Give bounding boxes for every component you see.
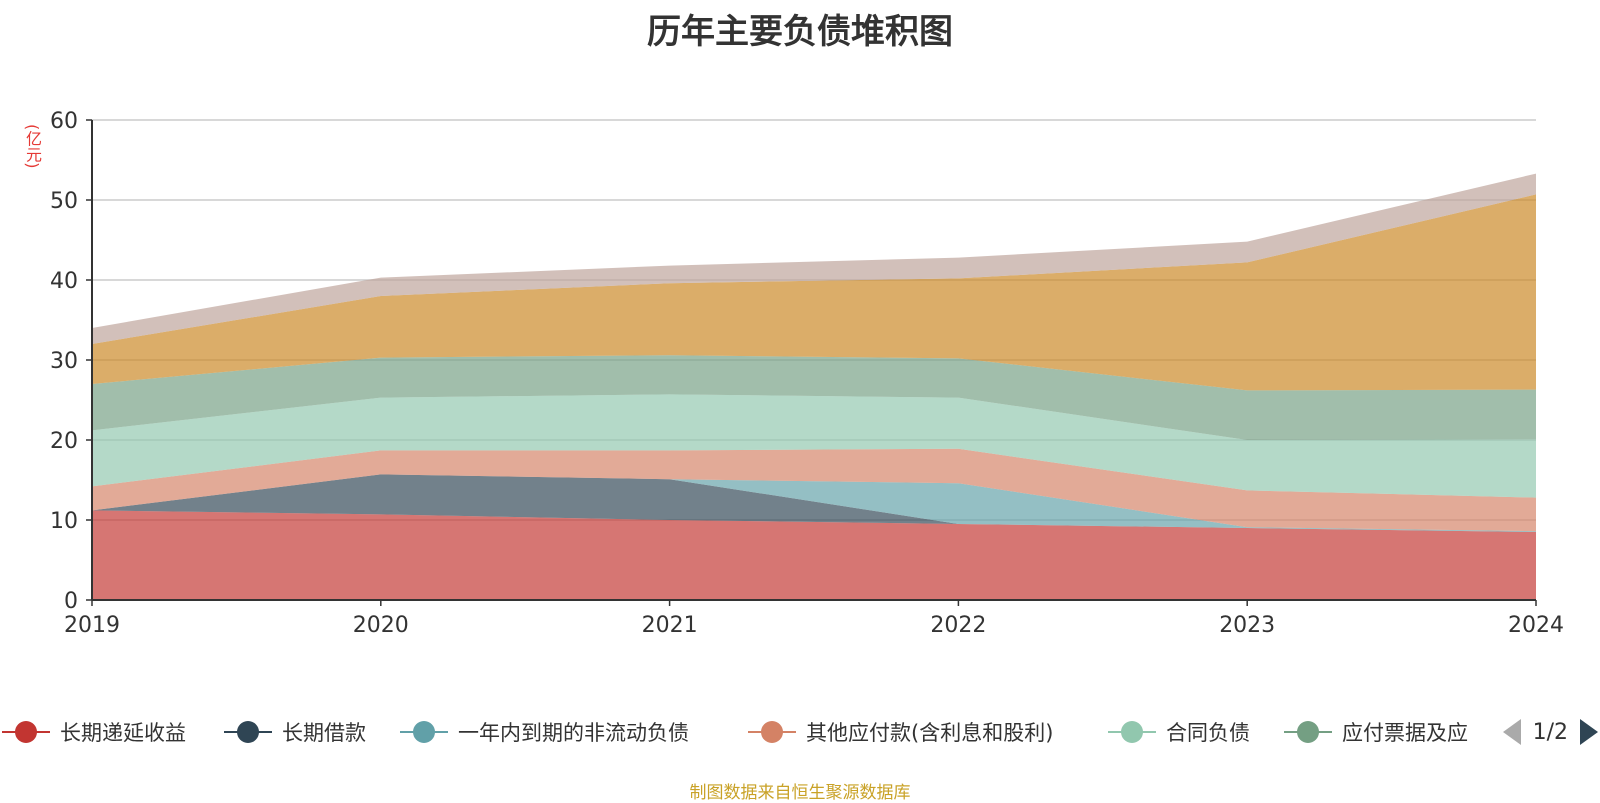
legend-item-2[interactable]: 一年内到期的非流动负债: [400, 716, 689, 748]
axes: 0 10 20 30 40 50 60 2019 2020 2021 2022 2023 2024: [50, 109, 1564, 638]
y-tick-label: 50: [50, 189, 78, 214]
legend-page-indicator: 1/2: [1532, 719, 1568, 745]
legend-label: 长期递延收益: [60, 721, 186, 745]
x-tick-label: 2021: [642, 613, 698, 638]
x-tick-label: 2020: [353, 613, 409, 638]
legend-item-5[interactable]: 应付票据及应: [1284, 716, 1468, 748]
y-axis-unit: (亿元): [23, 124, 42, 169]
y-tick-label: 30: [50, 349, 78, 374]
x-tick-label: 2022: [930, 613, 986, 638]
area-series-2: [92, 474, 1536, 532]
y-tick-label: 10: [50, 509, 78, 534]
legend-item-0[interactable]: 长期递延收益: [2, 716, 186, 748]
source-note: 制图数据来自恒生聚源数据库: [689, 783, 911, 803]
x-tick-label: 2024: [1508, 613, 1564, 638]
area-series-7: [92, 194, 1536, 391]
legend-pager: 1/2: [1502, 716, 1598, 748]
legend-label: 应付票据及应: [1342, 721, 1468, 745]
area-series-4: [92, 448, 1536, 532]
legend: 长期递延收益 长期借款 一年内到期的非流动负债 其他应付款(含利息和股利) 合同…: [0, 716, 1600, 752]
legend-symbol-icon: [748, 718, 796, 746]
legend-item-1[interactable]: 长期借款: [224, 716, 366, 748]
legend-symbol-icon: [1108, 718, 1156, 746]
y-tick-label: 40: [50, 269, 78, 294]
legend-label: 一年内到期的非流动负债: [458, 721, 689, 745]
area-series: [92, 173, 1536, 600]
legend-symbol-icon: [1284, 718, 1332, 746]
x-tick-label: 2019: [64, 613, 120, 638]
legend-symbol-icon: [400, 718, 448, 746]
chart-title: 历年主要负债堆积图: [647, 12, 953, 52]
x-tick-label: 2023: [1219, 613, 1275, 638]
y-tick-label: 0: [64, 589, 78, 614]
prev-page-icon[interactable]: [1502, 719, 1521, 745]
y-tick-label: 20: [50, 429, 78, 454]
legend-label: 长期借款: [282, 721, 366, 745]
legend-label: 其他应付款(含利息和股利): [806, 721, 1054, 745]
legend-item-4[interactable]: 合同负债: [1108, 716, 1250, 748]
area-series-5: [92, 394, 1536, 498]
legend-item-3[interactable]: 其他应付款(含利息和股利): [748, 716, 1053, 748]
area-series-6: [92, 355, 1536, 440]
area-series-1: [92, 510, 1536, 600]
legend-symbol-icon: [2, 718, 50, 746]
legend-symbol-icon: [224, 718, 272, 746]
legend-label: 合同负债: [1166, 721, 1250, 745]
area-series-8: [92, 173, 1536, 344]
next-page-icon[interactable]: [1580, 719, 1598, 745]
area-series-3: [92, 474, 1536, 532]
y-tick-label: 60: [50, 109, 78, 134]
